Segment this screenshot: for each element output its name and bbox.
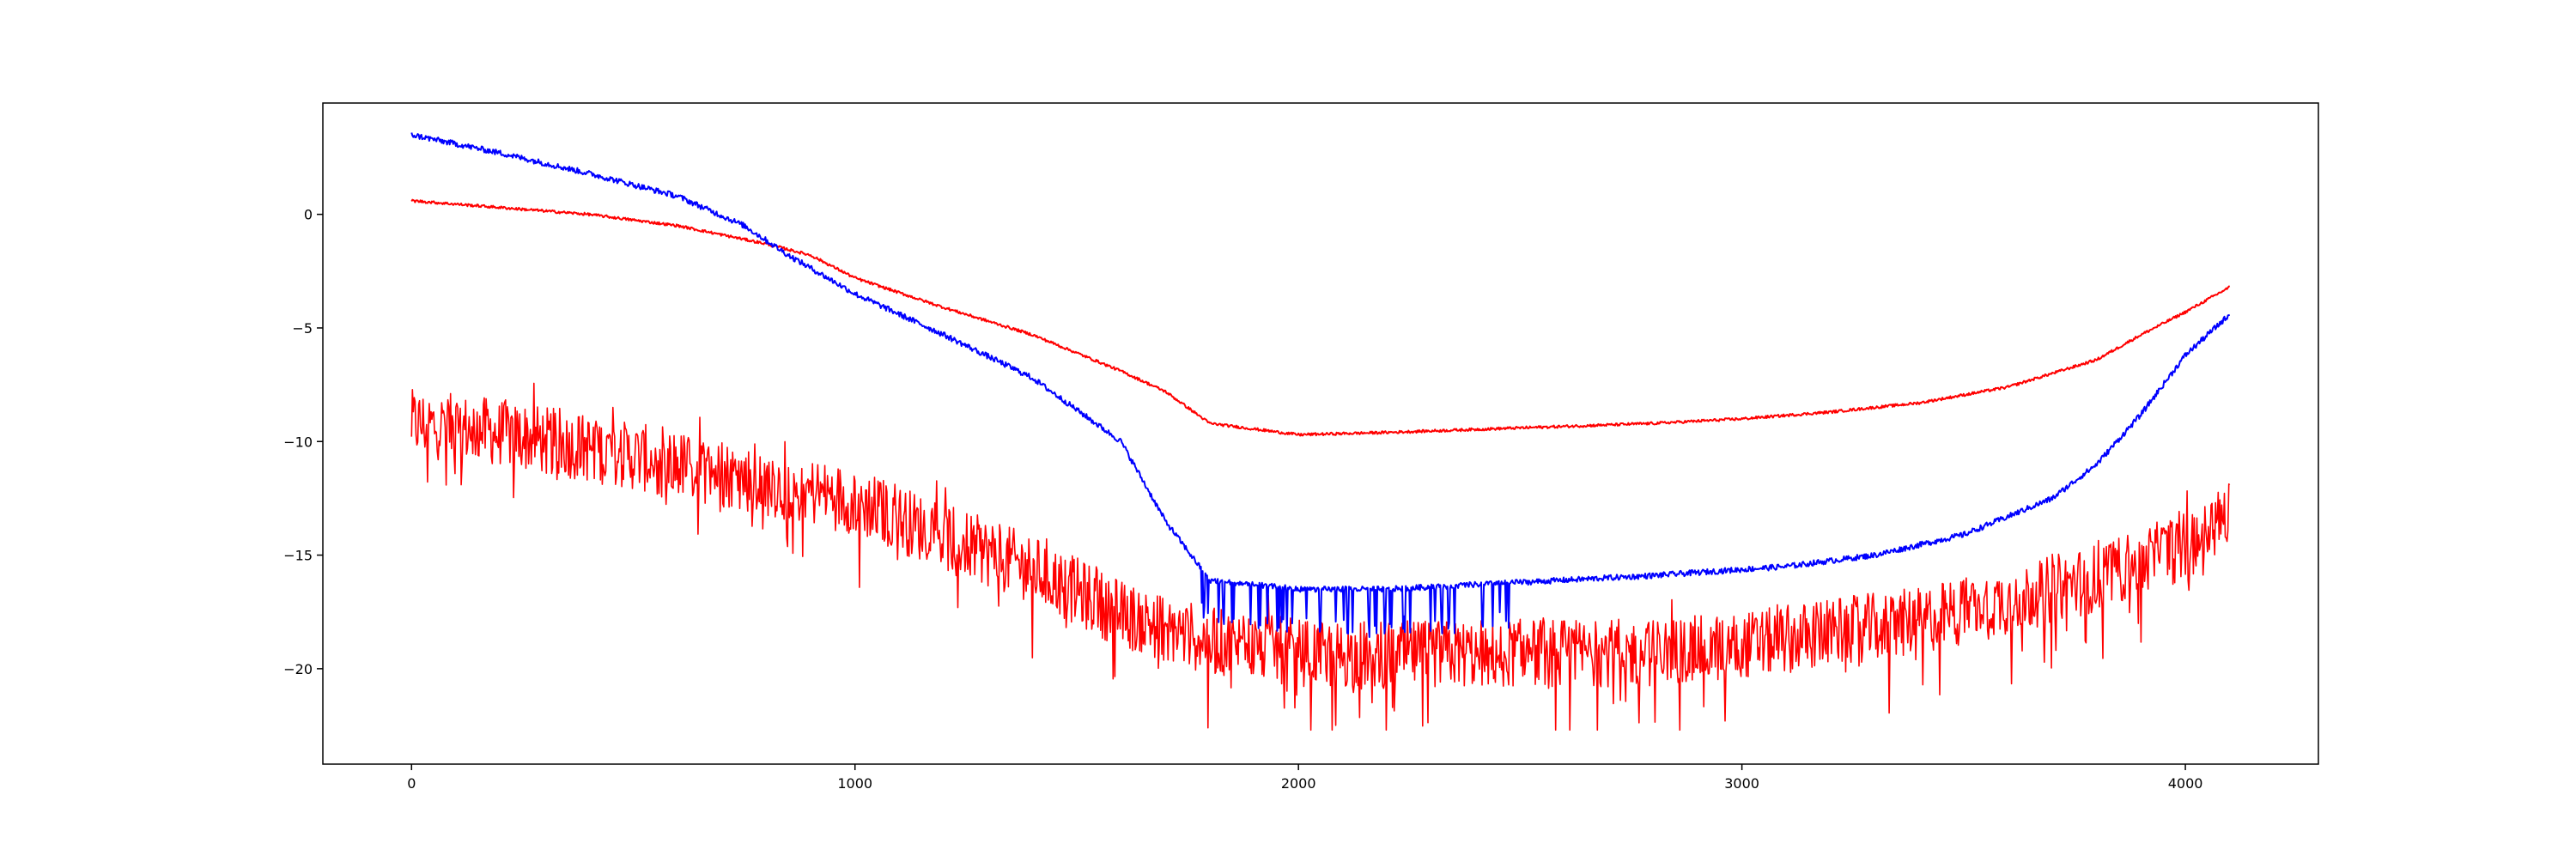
x-tick-label: 3000 [1724,775,1759,792]
y-tick-label: −10 [283,434,313,450]
x-tick-label: 0 [407,775,416,792]
y-tick-label: −20 [283,661,313,677]
y-tick-label: −5 [292,320,313,337]
series-line-2 [410,198,2231,437]
plot-frame [322,102,2319,765]
series-line-3 [410,382,2231,731]
series-layer [410,132,2231,731]
x-tick-label: 2000 [1281,775,1316,792]
y-tick-label: 0 [304,207,313,223]
y-tick-label: −15 [283,548,313,564]
x-tick-label: 4000 [2168,775,2203,792]
series-line-1 [410,132,2230,638]
x-tick-label: 1000 [837,775,872,792]
axis-layer: 0 1000 2000 3000 4000 0 −5 −10 −15 −20 [283,207,2202,792]
